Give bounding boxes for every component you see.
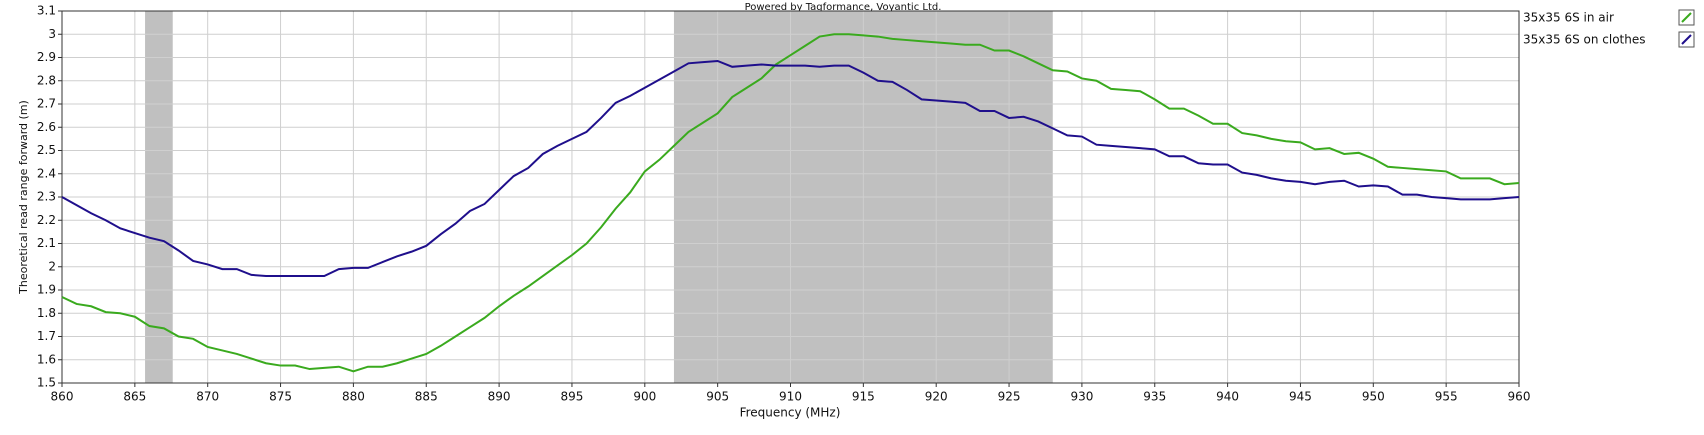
y-tick-label: 2.4	[37, 166, 56, 180]
y-tick-label: 1.9	[37, 283, 56, 297]
legend-swatch	[1681, 34, 1692, 45]
y-tick-label: 1.5	[37, 376, 56, 390]
x-tick-label: 940	[1216, 390, 1239, 404]
x-tick-label: 905	[706, 390, 729, 404]
x-tick-label: 860	[51, 390, 74, 404]
y-tick-label: 1.7	[37, 329, 56, 343]
x-tick-label: 895	[560, 390, 583, 404]
x-tick-label: 960	[1508, 390, 1531, 404]
y-tick-label: 2.3	[37, 190, 56, 204]
y-tick-label: 2.7	[37, 97, 56, 111]
y-tick-label: 2.5	[37, 143, 56, 157]
x-tick-label: 865	[123, 390, 146, 404]
y-tick-label: 2.2	[37, 213, 56, 227]
series-line	[61, 59, 1520, 278]
x-tick-label: 915	[852, 390, 875, 404]
x-tick-label: 945	[1289, 390, 1312, 404]
x-tick-label: 910	[779, 390, 802, 404]
y-tick-label: 2.8	[37, 73, 56, 87]
legend-label: 35x35 6S on clothes	[1523, 33, 1646, 47]
x-tick-label: 925	[998, 390, 1021, 404]
x-tick-label: 950	[1362, 390, 1385, 404]
x-tick-label: 870	[196, 390, 219, 404]
x-axis-label: Frequency (MHz)	[740, 406, 841, 420]
y-axis-label: Theoretical read range forward (m)	[17, 100, 30, 295]
y-tick-label: 1.6	[37, 352, 56, 366]
x-tick-label: 880	[342, 390, 365, 404]
x-tick-label: 875	[269, 390, 292, 404]
y-tick-label: 2.1	[37, 236, 56, 250]
legend-toggle[interactable]	[1678, 9, 1695, 26]
x-tick-label: 890	[488, 390, 511, 404]
y-tick-label: 2.9	[37, 50, 56, 64]
legend-label: 35x35 6S in air	[1523, 11, 1614, 25]
x-tick-label: 955	[1435, 390, 1458, 404]
legend: 35x35 6S in air 35x35 6S on clothes	[1523, 9, 1695, 48]
chart-title: Powered by Tagformance, Voyantic Ltd.	[745, 2, 942, 13]
x-tick-label: 935	[1143, 390, 1166, 404]
series-line	[61, 33, 1520, 373]
y-tick-label: 3.1	[37, 4, 56, 18]
x-tick-label: 900	[633, 390, 656, 404]
y-tick-label: 2.6	[37, 120, 56, 134]
x-tick-label: 885	[415, 390, 438, 404]
y-tick-label: 3	[48, 27, 56, 41]
x-tick-label: 920	[925, 390, 948, 404]
legend-toggle[interactable]	[1678, 31, 1695, 48]
legend-swatch	[1681, 12, 1692, 23]
y-tick-label: 2	[48, 259, 56, 273]
y-tick-label: 1.8	[37, 306, 56, 320]
x-tick-label: 930	[1070, 390, 1093, 404]
